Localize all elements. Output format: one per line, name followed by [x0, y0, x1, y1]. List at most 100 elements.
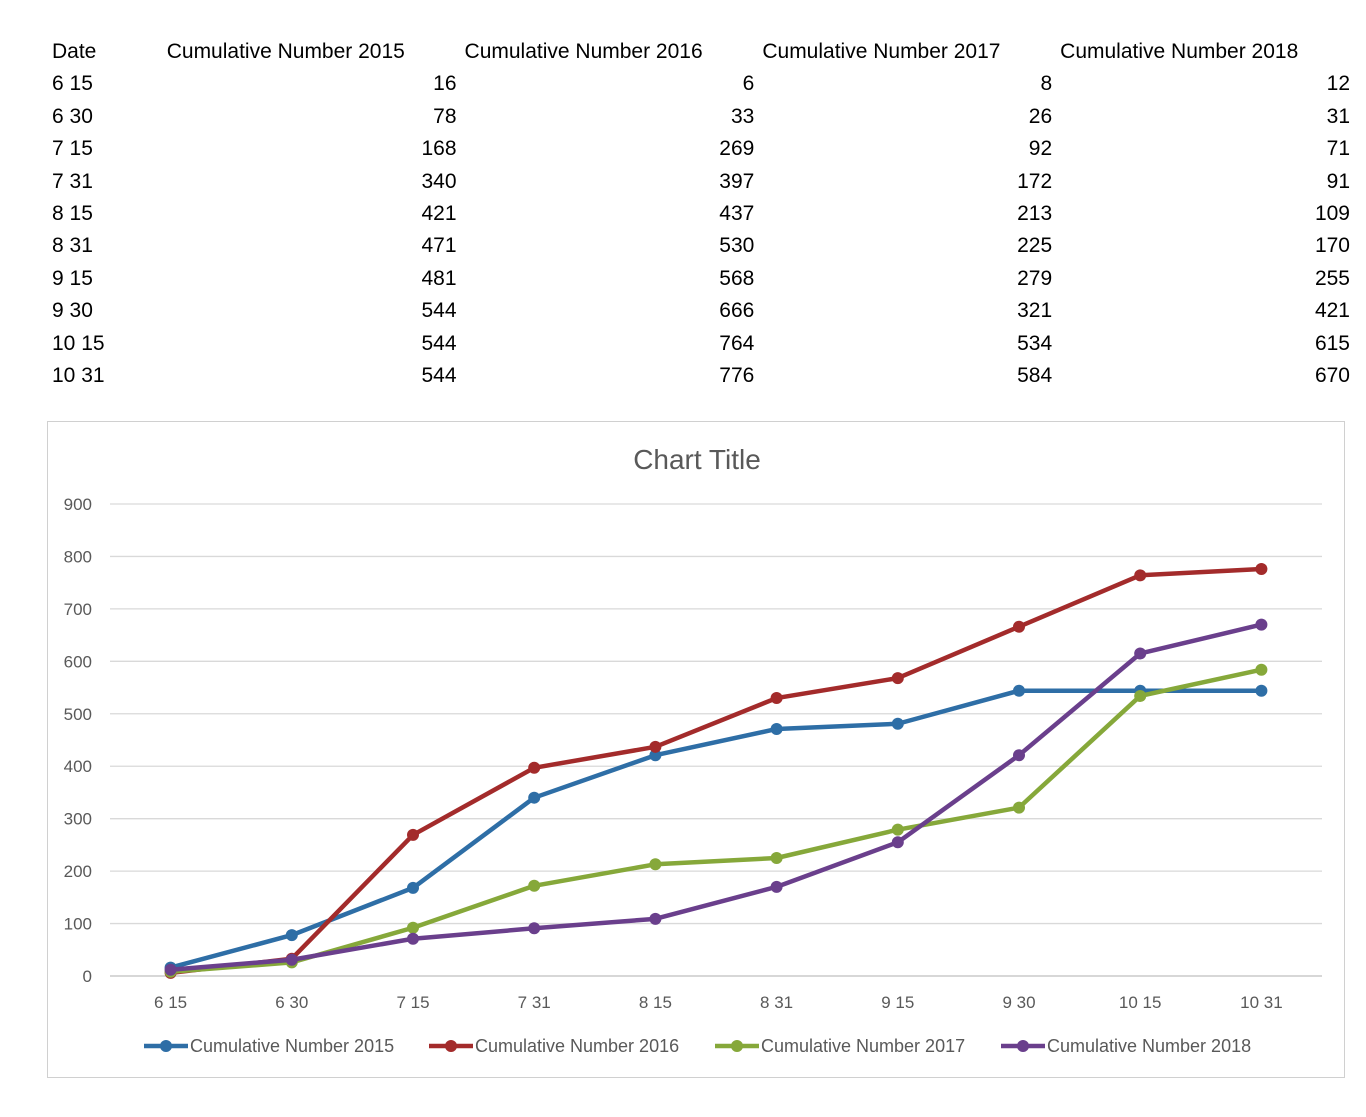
legend-point-marker: [731, 1040, 743, 1052]
data-point: [407, 828, 419, 841]
value-cell: 33: [730, 104, 755, 128]
table-row: 8 31 471 530 225 170: [40, 230, 1350, 262]
value-cell: 31: [1326, 104, 1350, 128]
header-2015: Cumulative Number 2015: [166, 40, 405, 63]
legend-entry: Cumulative Number 2015: [144, 1036, 394, 1056]
value-cell: 340: [421, 169, 457, 193]
series-1: [164, 684, 1268, 974]
y-tick-label: 700: [64, 600, 92, 619]
value-cell: 397: [719, 169, 755, 193]
date-cell: 8 15: [52, 202, 93, 226]
value-cell: 109: [1314, 202, 1350, 226]
y-axis-ticks: 0 100 200 300 400 500 600 700 800 900: [64, 495, 92, 986]
date-cell: 7 31: [52, 169, 93, 193]
header-2018: Cumulative Number 2018: [1060, 40, 1299, 63]
legend-point-marker: [1017, 1040, 1029, 1052]
value-cell: 213: [1017, 202, 1053, 226]
date-cell: 6 30: [52, 104, 93, 128]
value-cell: 776: [719, 364, 755, 388]
value-cell: 666: [719, 299, 755, 323]
series-2: [164, 563, 1268, 979]
x-tick-label: 7 15: [396, 993, 429, 1012]
value-cell: 584: [1017, 364, 1053, 388]
data-point: [164, 963, 177, 976]
x-tick-label: 6 15: [154, 993, 187, 1012]
value-cell: 12: [1326, 72, 1350, 96]
x-tick-label: 7 31: [518, 993, 551, 1012]
header-2016: Cumulative Number 2016: [464, 40, 703, 63]
data-point: [649, 912, 662, 925]
data-point: [528, 879, 541, 892]
x-tick-label: 10 15: [1119, 993, 1162, 1012]
data-point: [649, 858, 662, 871]
data-point: [407, 932, 419, 945]
value-cell: 670: [1314, 364, 1350, 388]
y-tick-label: 800: [64, 547, 92, 566]
series-line: [168, 667, 1264, 975]
x-tick-label: 9 15: [881, 993, 914, 1012]
chart-title: Chart Title: [633, 444, 761, 475]
data-table: Date Cumulative Number 2015 Cumulative N…: [40, 36, 1350, 392]
data-point: [1013, 684, 1025, 697]
value-cell: 764: [719, 331, 755, 355]
data-point: [1255, 684, 1268, 697]
value-cell: 544: [421, 364, 457, 388]
legend-point-marker: [160, 1040, 172, 1052]
data-point: [528, 922, 541, 935]
series-line: [168, 566, 1264, 976]
value-cell: 530: [719, 234, 755, 258]
data-point: [528, 761, 541, 774]
data-point: [1134, 689, 1147, 702]
data-point: [1134, 569, 1147, 582]
data-point: [649, 749, 662, 762]
value-cell: 421: [1314, 299, 1350, 323]
value-cell: 91: [1326, 169, 1350, 193]
data-point: [770, 852, 783, 864]
legend-entry: Cumulative Number 2018: [1001, 1036, 1251, 1056]
value-cell: 321: [1017, 299, 1053, 323]
value-cell: 255: [1314, 266, 1350, 290]
value-cell: 544: [421, 299, 457, 323]
value-cell: 6: [742, 72, 755, 96]
y-tick-label: 400: [64, 757, 92, 776]
table-row: 8 15 421 437 213 109: [40, 198, 1350, 230]
line-chart: Chart Title 0 100 200 300 400 500 600 700 800 900…: [64, 444, 1322, 1056]
data-point: [891, 823, 904, 836]
value-cell: 225: [1017, 234, 1053, 258]
series-3: [164, 663, 1268, 978]
x-tick-label: 10 31: [1240, 993, 1283, 1012]
value-cell: 471: [421, 234, 457, 258]
series-line: [168, 622, 1264, 972]
table-row: 10 15 544 764 534 615: [40, 328, 1350, 360]
data-point: [407, 921, 419, 934]
date-cell: 8 31: [52, 234, 93, 258]
data-point: [1013, 620, 1025, 633]
date-cell: 7 15: [52, 137, 93, 161]
legend-point-marker: [445, 1040, 457, 1052]
header-date: Date: [52, 40, 97, 63]
value-cell: 71: [1326, 137, 1350, 161]
data-point: [649, 740, 662, 753]
data-point: [285, 953, 298, 966]
value-cell: 78: [433, 104, 457, 128]
value-cell: 269: [719, 137, 755, 161]
value-cell: 421: [421, 202, 457, 226]
date-cell: 10 31: [52, 364, 105, 388]
data-point: [770, 692, 783, 705]
header-2017: Cumulative Number 2017: [762, 40, 1001, 63]
legend-label: Cumulative Number 2016: [475, 1036, 679, 1056]
y-tick-label: 200: [64, 862, 92, 881]
table-row: 9 15 481 568 279 255: [40, 263, 1350, 295]
table-row: 6 30 78 33 26 31: [40, 101, 1350, 133]
data-point: [1013, 801, 1025, 814]
value-cell: 172: [1017, 169, 1053, 193]
chart-container: Chart Title 0 100 200 300 400 500 600 700 800 900…: [47, 421, 1345, 1078]
value-cell: 168: [421, 137, 457, 161]
legend-label: Cumulative Number 2017: [761, 1036, 965, 1056]
legend-label: Cumulative Number 2015: [190, 1036, 394, 1056]
legend-entry: Cumulative Number 2017: [715, 1036, 965, 1056]
data-point: [891, 717, 904, 730]
y-tick-label: 0: [83, 967, 92, 986]
table-body: 6 15 16 6 8 12 6 30 78 33 26 31 7 15 168 269 92 71 7 31…: [40, 68, 1350, 392]
value-cell: 481: [421, 266, 457, 290]
